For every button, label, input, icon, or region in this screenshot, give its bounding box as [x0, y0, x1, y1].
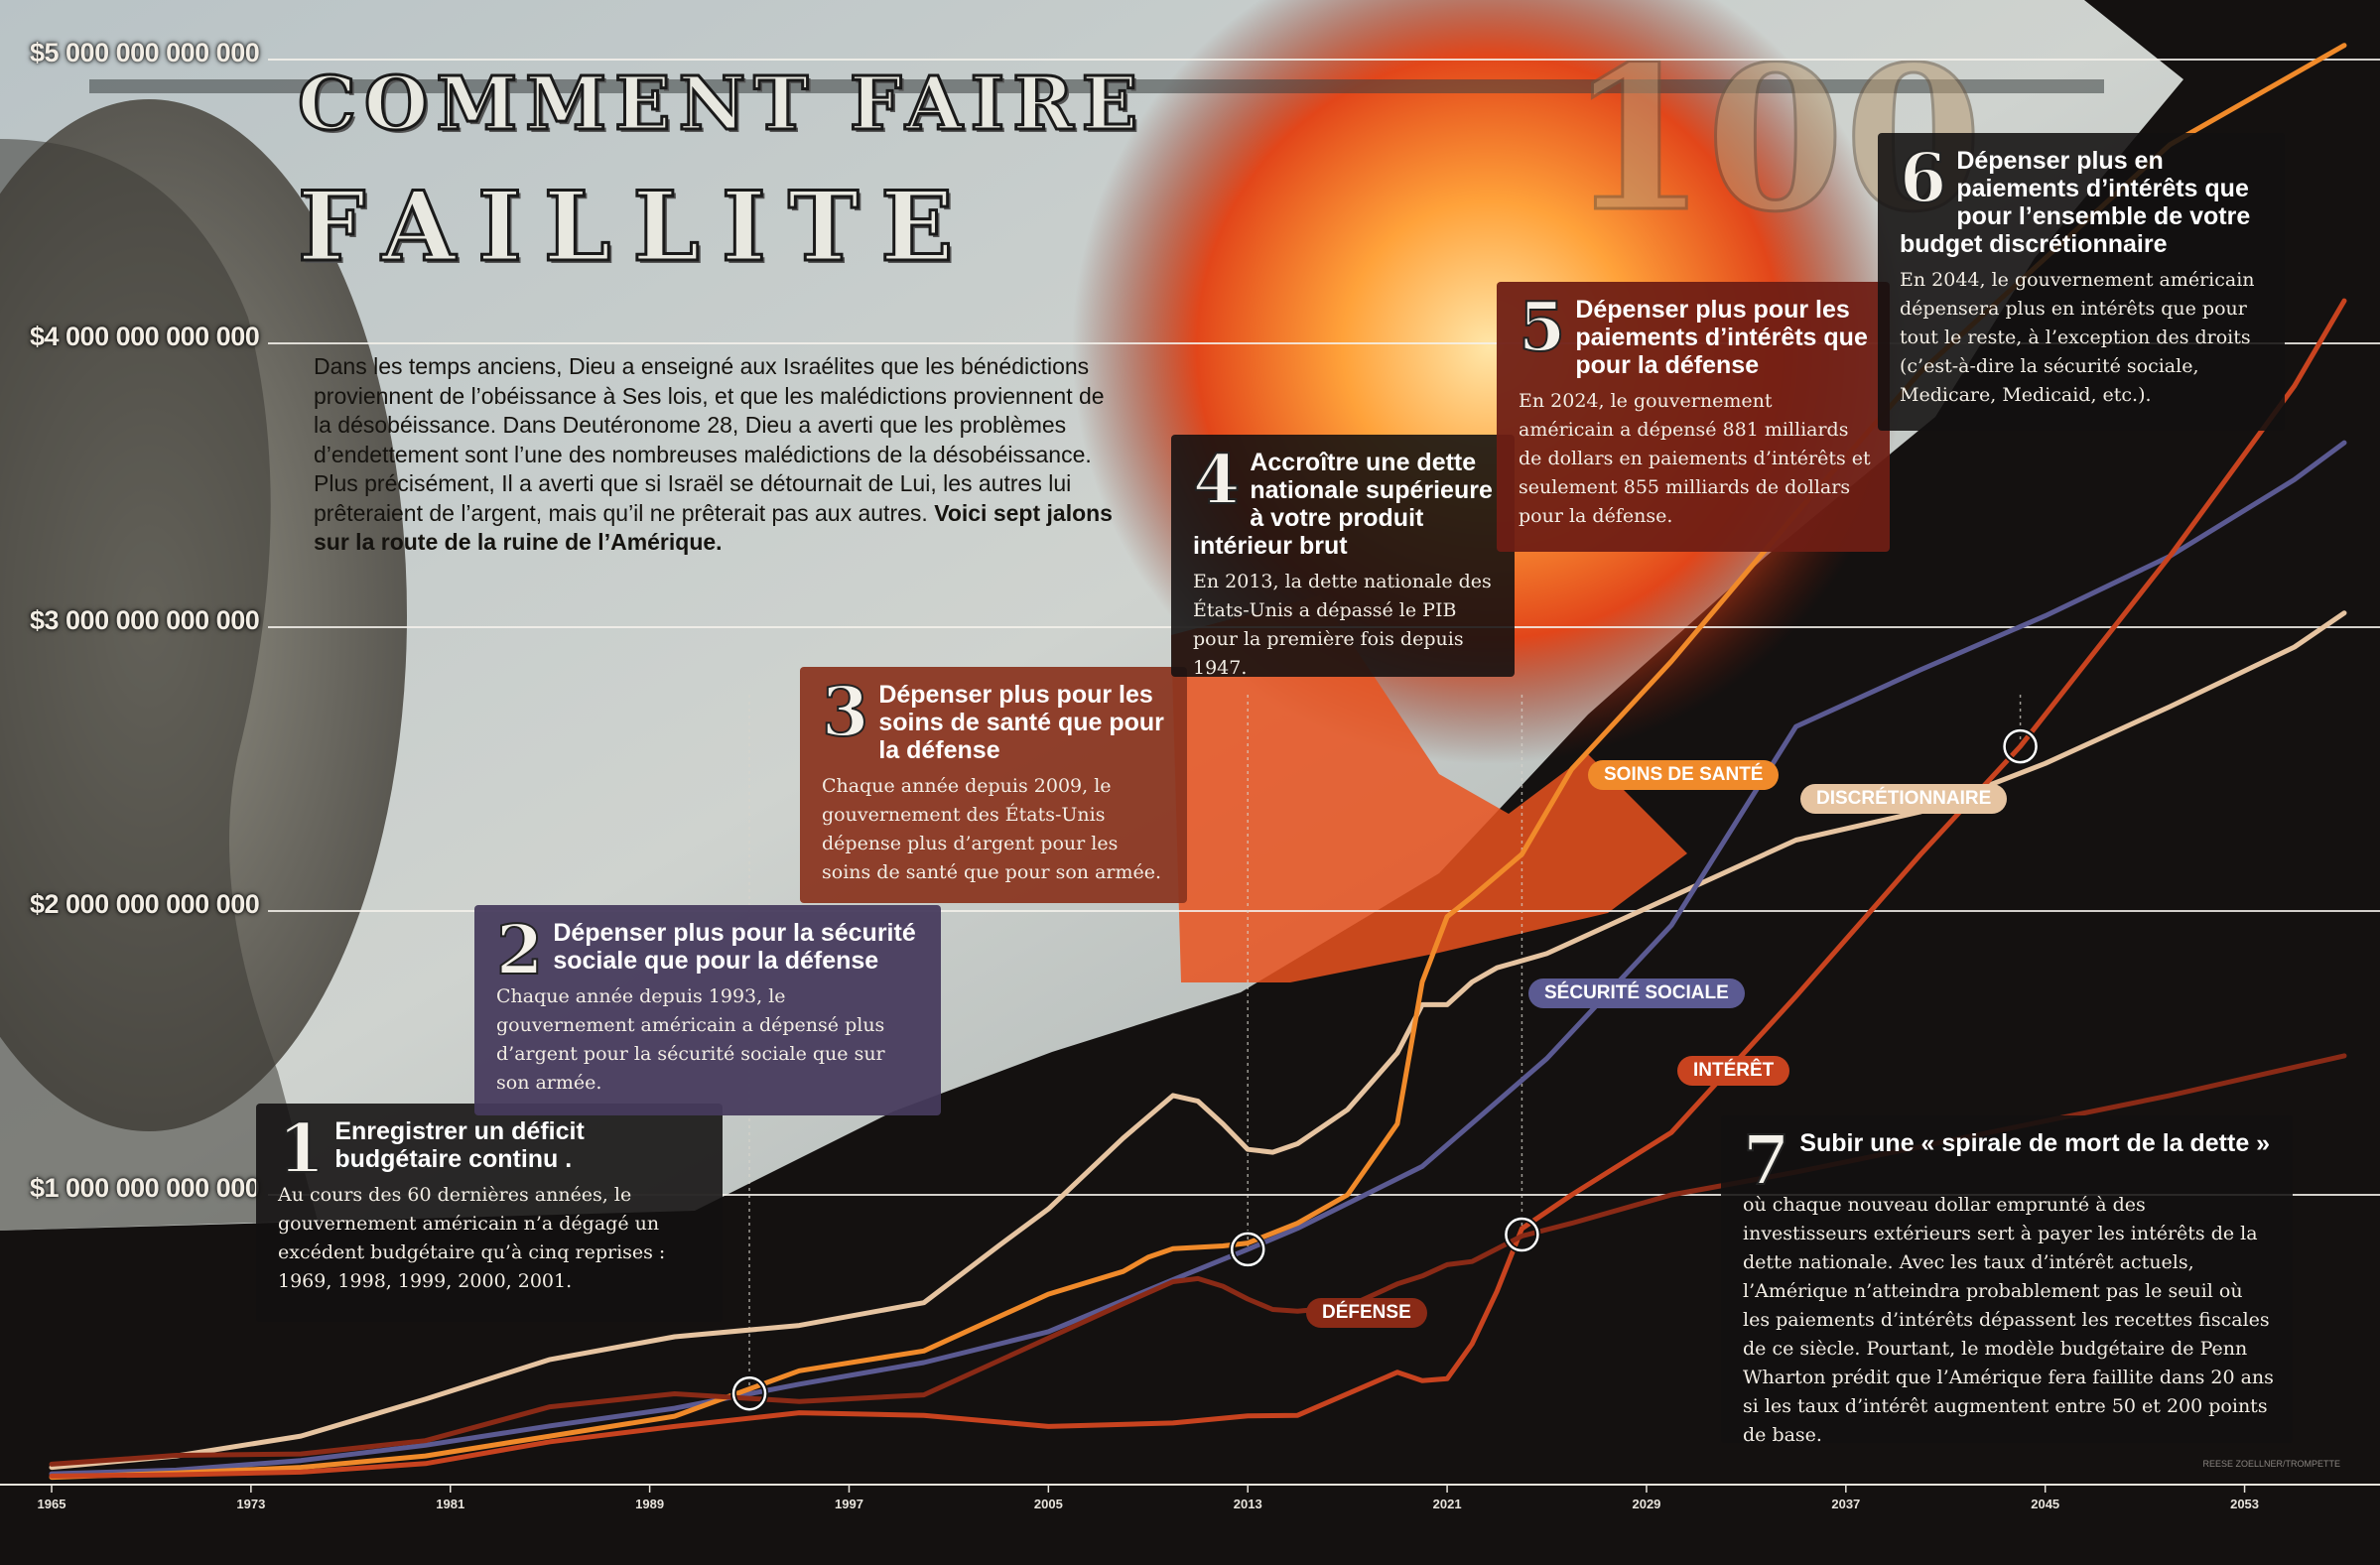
- x-tick-label: 2021: [1433, 1497, 1462, 1511]
- y-tick-label: $1 000 000 000 000: [30, 1173, 260, 1203]
- milestone-number: 3: [821, 673, 869, 752]
- milestone-title: Accroître une dette nationale supérieure…: [1193, 449, 1493, 560]
- x-tick-label: 1997: [835, 1497, 863, 1511]
- milestone-card-2: 2 Dépenser plus pour la sécurité sociale…: [474, 905, 941, 1115]
- x-tick-label: 2013: [1234, 1497, 1262, 1511]
- x-tick-label: 1965: [38, 1497, 66, 1511]
- series-label-defense: DÉFENSE: [1306, 1298, 1427, 1328]
- series-label-soins: SOINS DE SANTÉ: [1588, 760, 1780, 790]
- milestone-title: Dépenser plus pour la sécurité sociale q…: [553, 919, 916, 975]
- series-label-discretionnaire: DISCRÉTIONNAIRE: [1800, 784, 2008, 814]
- y-tick-label: $2 000 000 000 000: [30, 889, 260, 919]
- milestone-text: où chaque nouveau dollar emprunté à des …: [1743, 1194, 2274, 1446]
- title-line-1: COMMENT FAIRE: [296, 61, 1146, 149]
- crossing-marker: [2003, 728, 2038, 764]
- series-line-securite: [49, 440, 2347, 1477]
- milestone-title: Enregistrer un déficit budgétaire contin…: [334, 1117, 585, 1173]
- crossing-marker: [731, 1375, 767, 1411]
- series-line-discretionnaire: [49, 610, 2347, 1471]
- title-line-2: FAILLITE: [296, 170, 976, 285]
- milestone-number: 4: [1192, 441, 1241, 520]
- x-tick-label: 1981: [436, 1497, 464, 1511]
- milestone-card-4: 4 Accroître une dette nationale supérieu…: [1171, 435, 1515, 679]
- x-tick-label: 2037: [1831, 1497, 1860, 1511]
- milestone-card-5: 5 Dépenser plus pour les paiements d’int…: [1497, 282, 1890, 552]
- milestone-title: Subir une « spirale de mort de la dette …: [1799, 1129, 2271, 1157]
- milestone-number: 7: [1742, 1121, 1790, 1201]
- milestone-card-3: 3 Dépenser plus pour les soins de santé …: [800, 667, 1187, 903]
- milestone-text: En 2024, le gouvernement américain a dép…: [1519, 390, 1871, 527]
- x-tick-label: 2045: [2031, 1497, 2059, 1511]
- y-tick-label: $5 000 000 000 000: [30, 38, 260, 67]
- milestone-card-1: 1 Enregistrer un déficit budgétaire cont…: [256, 1104, 723, 1322]
- crossing-marker: [1505, 1217, 1539, 1252]
- y-tick-label: $3 000 000 000 000: [30, 605, 260, 635]
- series-label-interet: INTÉRÊT: [1677, 1056, 1790, 1086]
- milestone-title: Dépenser plus pour les paiements d’intér…: [1575, 296, 1868, 379]
- x-tick-label: 2005: [1034, 1497, 1063, 1511]
- series-line-interet: [49, 298, 2347, 1479]
- x-axis: 1965 1973 1981 1989 1997 2005 2013 2021 2029 2037…: [0, 1484, 2380, 1511]
- intro-bold: Voici sept jalons sur la route de la rui…: [314, 499, 1113, 556]
- milestone-number: 6: [1899, 139, 1947, 218]
- milestone-card-6: 6 Dépenser plus en paiements d’intérêts …: [1878, 133, 2285, 431]
- y-tick-label: $4 000 000 000 000: [30, 322, 260, 351]
- x-tick-label: 1989: [635, 1497, 664, 1511]
- milestone-card-7: 7 Subir une « spirale de mort de la dett…: [1721, 1115, 2293, 1446]
- x-tick-label: 2053: [2230, 1497, 2259, 1511]
- crossing-marker: [1230, 1232, 1265, 1267]
- milestone-text: En 2044, le gouvernement américain dépen…: [1900, 269, 2255, 406]
- series-label-securite: SÉCURITÉ SOCIALE: [1528, 978, 1745, 1008]
- milestone-text: En 2013, la dette nationale des États-Un…: [1193, 571, 1492, 679]
- milestone-text: Au cours des 60 dernières années, le gou…: [278, 1184, 666, 1292]
- x-tick-label: 1973: [236, 1497, 265, 1511]
- chart-markers: [730, 727, 2040, 1413]
- milestone-text: Chaque année depuis 2009, le gouvernemen…: [822, 775, 1162, 883]
- credit: REESE ZOELLNER/TROMPETTE: [2202, 1459, 2340, 1469]
- milestone-number: 1: [277, 1109, 326, 1189]
- milestone-title: Dépenser plus pour les soins de santé qu…: [878, 681, 1164, 764]
- milestone-text: Chaque année depuis 1993, le gouvernemen…: [496, 985, 885, 1094]
- intro-paragraph: Dans les temps anciens, Dieu a enseigné …: [314, 352, 1118, 558]
- intro-text: Dans les temps anciens, Dieu a enseigné …: [314, 353, 1105, 526]
- milestone-number: 5: [1518, 288, 1566, 367]
- x-tick-label: 2029: [1632, 1497, 1660, 1511]
- milestone-title: Dépenser plus en paiements d’intérêts qu…: [1900, 147, 2251, 258]
- milestone-number: 2: [495, 911, 544, 990]
